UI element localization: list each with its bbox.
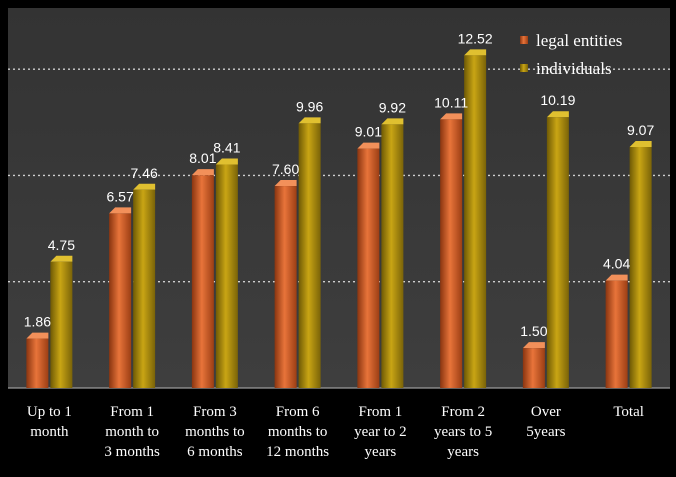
bar-top-legal-0	[26, 332, 49, 339]
value-label-legal-5: 10.11	[434, 94, 468, 110]
bar-legal-7	[605, 280, 628, 388]
value-label-individuals-5: 12.52	[458, 30, 493, 46]
bar-top-individuals-2	[215, 158, 238, 165]
legend-label-legal: legal entities	[536, 31, 622, 50]
bar-individuals-0	[50, 261, 73, 388]
value-label-legal-4: 9.01	[355, 124, 382, 140]
value-label-individuals-3: 9.96	[296, 98, 323, 114]
category-label-3: From 6 months to 12 months	[266, 404, 329, 460]
bar-top-legal-2	[191, 169, 214, 176]
bar-individuals-3	[298, 123, 321, 388]
bar-top-individuals-1	[133, 183, 156, 190]
bar-legal-2	[191, 175, 214, 388]
bar-individuals-7	[629, 146, 652, 388]
bar-top-legal-1	[109, 207, 132, 214]
bar-top-individuals-6	[546, 111, 569, 118]
value-label-legal-2: 8.01	[189, 150, 216, 166]
bar-top-individuals-4	[381, 118, 404, 125]
value-label-individuals-7: 9.07	[627, 122, 654, 138]
bar-top-individuals-0	[50, 255, 73, 262]
bar-top-legal-5	[440, 113, 463, 120]
value-label-individuals-1: 7.46	[131, 165, 158, 181]
value-label-individuals-2: 8.41	[213, 140, 240, 156]
legend-swatch-legal	[520, 36, 528, 44]
bars-layer	[26, 49, 652, 388]
category-label-0: Up to 1 month	[27, 404, 72, 440]
bar-top-individuals-7	[629, 140, 652, 147]
value-label-individuals-0: 4.75	[48, 237, 75, 253]
value-label-legal-1: 6.57	[107, 188, 134, 204]
category-labels: Up to 1 month From 1 month to 3 months From 3…	[27, 404, 644, 460]
bar-top-legal-6	[522, 342, 545, 349]
legend: legal entities individuals	[520, 31, 622, 78]
bar-top-legal-4	[357, 142, 380, 149]
value-labels: 1.86 4.75 6.57 7.46 8.018.41 7.60 9.96 9.01 9.92…	[24, 30, 655, 339]
category-label-6: Over 5years	[526, 404, 565, 440]
value-label-individuals-4: 9.92	[379, 99, 406, 115]
bar-top-individuals-3	[298, 117, 321, 124]
value-label-legal-3: 7.60	[272, 161, 299, 177]
category-label-1: From 1 month to 3 months	[104, 404, 160, 460]
bar-legal-4	[357, 148, 380, 388]
bar-top-individuals-5	[464, 49, 487, 56]
bar-individuals-4	[381, 124, 404, 388]
value-label-legal-7: 4.04	[603, 256, 630, 272]
category-label-2: From 3 months to 6 months	[185, 404, 245, 460]
legend-swatch-individuals	[520, 64, 528, 72]
value-label-legal-6: 1.50	[520, 323, 547, 339]
legend-label-individuals: individuals	[536, 59, 612, 78]
bar-legal-6	[522, 348, 545, 388]
bar-individuals-6	[546, 117, 569, 388]
category-label-7: Total	[613, 404, 644, 420]
bar-top-legal-3	[274, 180, 297, 187]
bar-legal-0	[26, 338, 49, 388]
bar-individuals-5	[464, 55, 487, 388]
bar-legal-1	[109, 213, 132, 388]
category-label-5: From 2 years to 5 years	[434, 404, 492, 460]
bar-legal-3	[274, 186, 297, 388]
value-label-legal-0: 1.86	[24, 314, 51, 330]
bar-legal-5	[440, 119, 463, 388]
bar-top-legal-7	[605, 274, 628, 281]
category-label-4: From 1 year to 2 years	[354, 404, 406, 460]
value-label-individuals-6: 10.19	[540, 92, 575, 108]
bar-individuals-1	[133, 189, 156, 388]
bar-individuals-2	[215, 164, 238, 388]
